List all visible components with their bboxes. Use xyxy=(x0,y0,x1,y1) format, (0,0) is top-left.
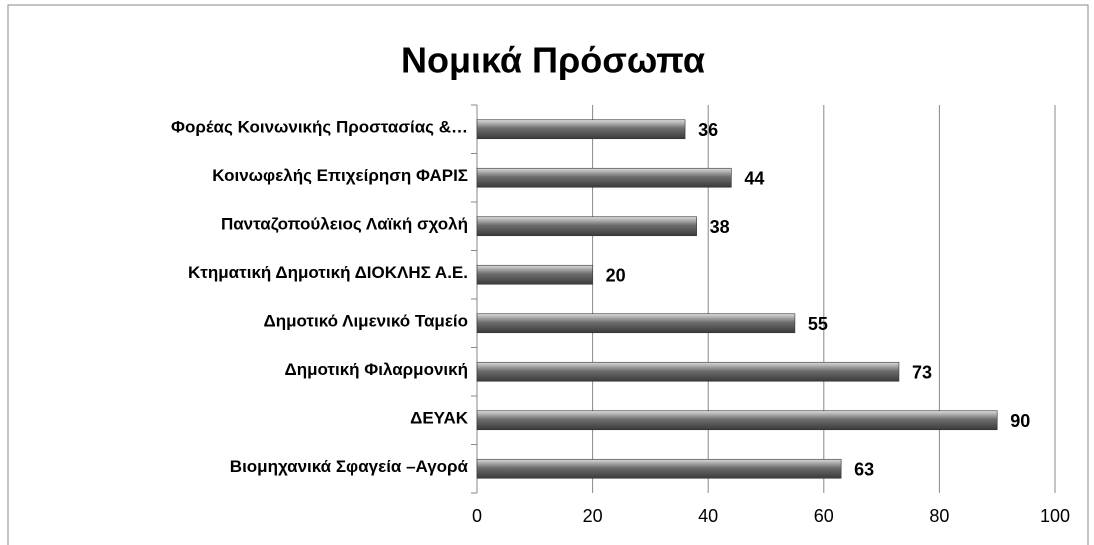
x-tick-label: 40 xyxy=(698,506,718,526)
data-label: 90 xyxy=(1010,411,1030,431)
x-tick-label: 0 xyxy=(472,506,482,526)
bar xyxy=(476,361,900,382)
data-label: 73 xyxy=(912,363,932,383)
y-tick-label: Δημοτικό Λιμενικό Ταμείο xyxy=(264,312,469,331)
bar xyxy=(476,410,998,431)
y-tick-label: Δημοτική Φιλαρμονική xyxy=(284,360,468,379)
x-tick-label: 100 xyxy=(1040,506,1070,526)
y-tick-label: Φορέας Κοινωνικής Προστασίας &… xyxy=(171,118,468,137)
bar xyxy=(476,119,686,140)
data-label: 38 xyxy=(710,217,730,237)
bar xyxy=(476,167,732,188)
data-label: 63 xyxy=(854,460,874,480)
chart-title: Νομικά Πρόσωπα xyxy=(401,40,705,81)
x-tick-label: 80 xyxy=(929,506,949,526)
bar xyxy=(476,458,842,479)
x-tick-label: 20 xyxy=(583,506,603,526)
y-tick-label: Κοινωφελής Επιχείρηση ΦΑΡΙΣ xyxy=(212,166,468,185)
y-tick-label: Κτηματική Δημοτική ΔΙΟΚΛΗΣ Α.Ε. xyxy=(188,263,468,282)
y-tick-label: Πανταζοπούλειος Λαϊκή σχολή xyxy=(221,215,468,234)
bar xyxy=(476,264,593,285)
data-label: 44 xyxy=(744,169,764,189)
data-label: 36 xyxy=(698,120,718,140)
bar xyxy=(476,313,796,334)
bar xyxy=(476,216,697,237)
data-label: 20 xyxy=(606,266,626,286)
y-tick-label: ΔΕΥΑΚ xyxy=(410,409,469,428)
data-label: 55 xyxy=(808,314,828,334)
x-tick-label: 60 xyxy=(814,506,834,526)
y-tick-label: Βιομηχανικά Σφαγεία –Αγορά xyxy=(230,457,469,476)
